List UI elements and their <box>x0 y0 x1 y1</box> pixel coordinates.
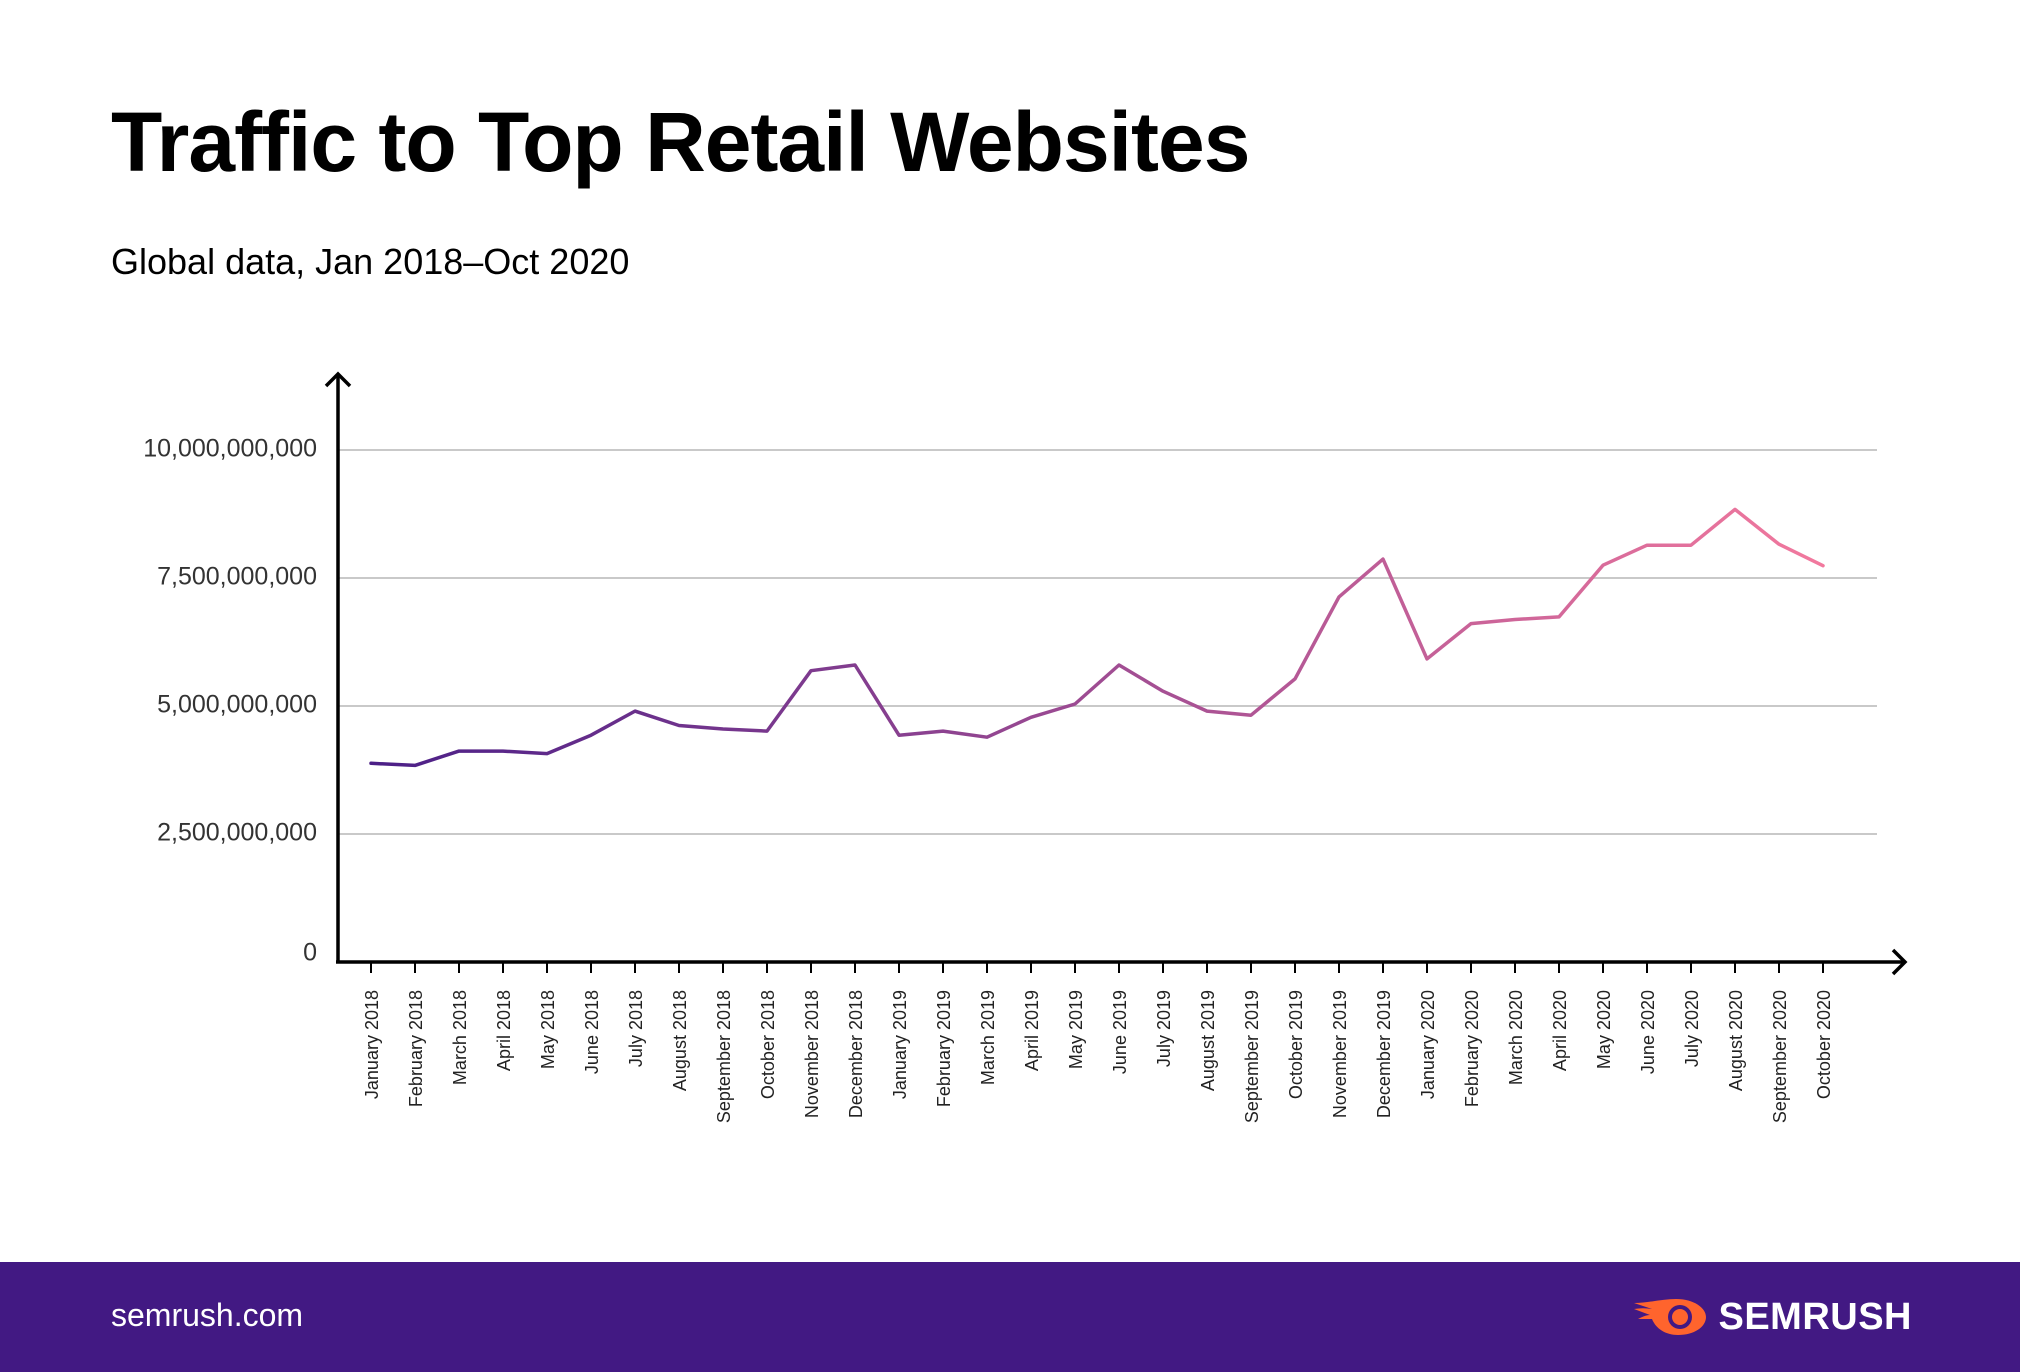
x-tick-label: October 2019 <box>1286 990 1306 1099</box>
x-tick-label: July 2020 <box>1682 990 1702 1067</box>
x-tick-label: September 2018 <box>714 990 734 1123</box>
x-tick-label: January 2018 <box>362 990 382 1099</box>
brand-logo: SEMRUSH <box>1632 1289 1912 1345</box>
x-tick-label: December 2019 <box>1374 990 1394 1118</box>
y-tick-label: 10,000,000,000 <box>143 435 317 463</box>
x-tick-label: June 2020 <box>1638 990 1658 1074</box>
line-chart: 0 2,500,000,000 5,000,000,000 7,500,000,000… <box>143 371 1908 1123</box>
series-line <box>369 507 1825 768</box>
semrush-fire-logo-icon <box>1634 1299 1707 1335</box>
brand-name: SEMRUSH <box>1718 1296 1912 1338</box>
x-tick-label: March 2019 <box>978 990 998 1085</box>
x-tick-label: February 2018 <box>406 990 426 1107</box>
x-tick-label: August 2019 <box>1198 990 1218 1091</box>
y-tick-label: 7,500,000,000 <box>157 563 317 591</box>
y-axis-tick-labels: 0 2,500,000,000 5,000,000,000 7,500,000,000… <box>143 435 317 967</box>
x-axis-ticks <box>370 962 1824 973</box>
x-tick-label: July 2018 <box>626 990 646 1067</box>
x-tick-label: December 2018 <box>846 990 866 1118</box>
chart-subtitle: Global data, Jan 2018–Oct 2020 <box>111 241 630 282</box>
footer-url[interactable]: semrush.com <box>111 1297 304 1333</box>
x-tick-label: April 2018 <box>494 990 514 1071</box>
x-tick-label: January 2019 <box>890 990 910 1099</box>
x-tick-label: October 2018 <box>758 990 778 1099</box>
x-tick-label: June 2018 <box>582 990 602 1074</box>
y-tick-label: 0 <box>303 939 317 967</box>
axes <box>324 371 1908 976</box>
x-tick-label: May 2019 <box>1066 990 1086 1069</box>
x-tick-label: February 2019 <box>934 990 954 1107</box>
x-tick-label: September 2020 <box>1770 990 1790 1123</box>
x-tick-label: April 2019 <box>1022 990 1042 1071</box>
y-axis-arrow <box>324 371 352 388</box>
x-axis-tick-labels: January 2018 February 2018 March 2018 April… <box>362 990 1834 1123</box>
x-tick-label: November 2019 <box>1330 990 1350 1118</box>
footer-bar: semrush.com SEMRUSH <box>0 1262 2020 1372</box>
x-tick-label: August 2018 <box>670 990 690 1091</box>
x-tick-label: April 2020 <box>1550 990 1570 1071</box>
x-tick-label: October 2020 <box>1814 990 1834 1099</box>
x-tick-label: March 2020 <box>1506 990 1526 1085</box>
x-tick-label: January 2020 <box>1418 990 1438 1099</box>
x-tick-label: May 2020 <box>1594 990 1614 1069</box>
chart-title: Traffic to Top Retail Websites <box>111 95 1250 189</box>
x-tick-label: July 2019 <box>1154 990 1174 1067</box>
gridlines <box>338 449 1877 835</box>
x-tick-label: August 2020 <box>1726 990 1746 1091</box>
y-tick-label: 2,500,000,000 <box>157 819 317 847</box>
x-axis-arrow <box>1891 948 1908 976</box>
x-tick-label: June 2019 <box>1110 990 1130 1074</box>
x-tick-label: September 2019 <box>1242 990 1262 1123</box>
x-tick-label: November 2018 <box>802 990 822 1118</box>
y-tick-label: 5,000,000,000 <box>157 691 317 719</box>
x-tick-label: March 2018 <box>450 990 470 1085</box>
x-tick-label: May 2018 <box>538 990 558 1069</box>
x-tick-label: February 2020 <box>1462 990 1482 1107</box>
